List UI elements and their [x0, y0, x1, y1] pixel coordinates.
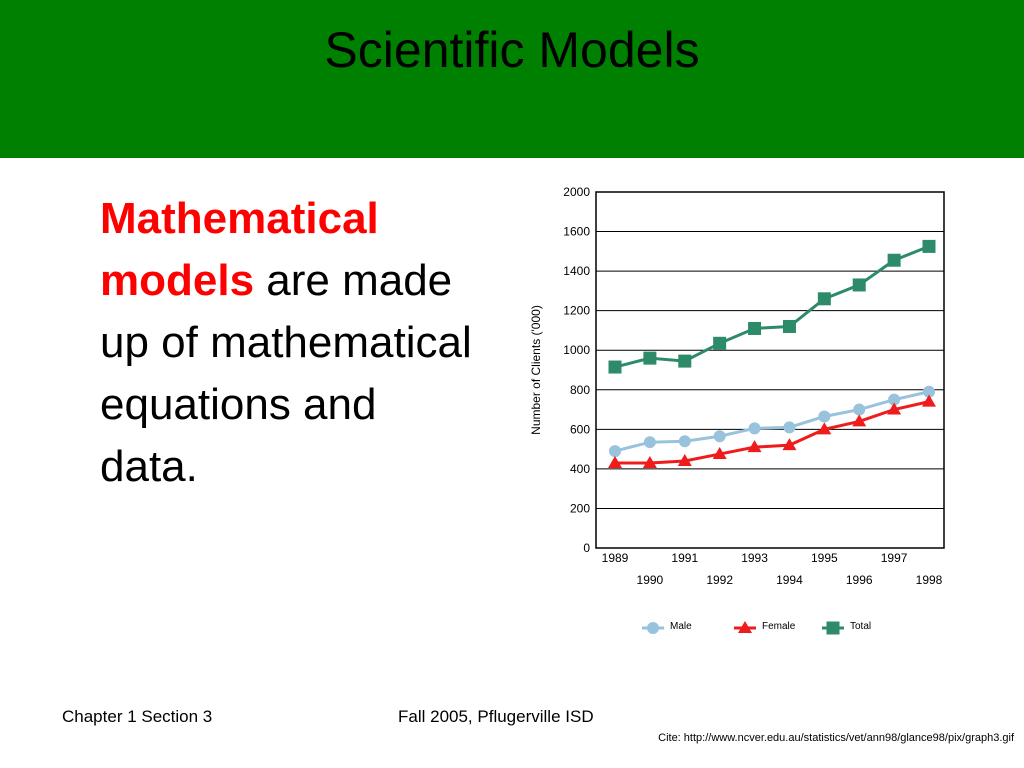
plot-frame	[595, 191, 945, 549]
data-point-total	[887, 253, 901, 267]
data-point-female	[747, 440, 762, 453]
y-axis-label: Number of Clients ('000)	[529, 305, 543, 435]
y-tick-label: 1600	[563, 225, 590, 239]
data-point-male	[643, 436, 656, 449]
series-line-total	[614, 244, 930, 369]
data-point-female	[852, 414, 867, 427]
data-point-male	[818, 410, 831, 423]
legend-label-total: Total	[850, 621, 871, 632]
data-point-total	[922, 239, 936, 253]
y-tick-label: 2000	[563, 185, 590, 199]
x-tick-label: 1998	[916, 573, 943, 587]
data-point-male	[748, 422, 761, 435]
data-point-total	[782, 319, 796, 333]
body-highlight: Mathematical models	[100, 194, 379, 305]
legend-marker-female	[738, 621, 752, 633]
data-point-total	[748, 321, 762, 335]
body-text: Mathematical models are made up of mathe…	[100, 188, 480, 498]
data-point-female	[887, 402, 902, 415]
data-point-male	[783, 421, 796, 434]
clients-line-chart: 0 200 400 600 800 1000 1200 1400 1600 2000 Number …	[529, 185, 945, 635]
data-point-female	[712, 447, 727, 460]
data-point-female	[782, 438, 797, 451]
data-point-male	[713, 430, 726, 443]
data-point-female	[817, 422, 832, 435]
series-line-male	[614, 390, 930, 453]
x-tick-label: 1995	[811, 551, 838, 565]
body-rest: are made up of mathematical equations an…	[100, 256, 472, 491]
footer-center: Fall 2005, Pflugerville ISD	[398, 707, 594, 726]
data-point-female	[677, 453, 692, 466]
y-tick-label: 0	[583, 541, 590, 555]
y-tick-label: 400	[570, 462, 590, 476]
y-tick-label: 1200	[563, 304, 590, 318]
data-point-total	[852, 278, 866, 292]
x-tick-label: 1996	[846, 573, 873, 587]
data-point-female	[922, 394, 936, 407]
legend-label-male: Male	[670, 621, 692, 632]
legend-marker-total	[826, 621, 840, 635]
footer-left: Chapter 1 Section 3	[62, 707, 213, 726]
y-tick-label: 800	[570, 383, 590, 397]
x-tick-label: 1994	[776, 573, 803, 587]
data-point-male	[923, 385, 935, 398]
data-point-female	[642, 455, 657, 468]
data-point-total	[817, 292, 831, 306]
y-tick-label: 1000	[563, 343, 590, 357]
data-point-total	[713, 336, 727, 350]
y-tick-label: 600	[570, 422, 590, 436]
y-tick-label: 200	[570, 501, 590, 515]
data-point-total	[678, 354, 692, 368]
x-tick-label: 1993	[741, 551, 768, 565]
x-tick-label: 1997	[881, 551, 908, 565]
y-tick-label: 1400	[563, 264, 590, 278]
data-point-female	[608, 455, 622, 468]
data-point-male	[678, 435, 691, 448]
legend-marker-male	[647, 622, 659, 634]
data-point-total	[643, 351, 657, 365]
citation: Cite: http://www.ncver.edu.au/statistics…	[658, 732, 1014, 744]
x-tick-label: 1991	[671, 551, 698, 565]
x-tick-label: 1992	[706, 573, 733, 587]
data-point-total	[608, 360, 622, 374]
title-bar	[0, 0, 1024, 158]
slide-title: Scientific Models	[324, 22, 700, 78]
series-line-female	[615, 400, 930, 465]
x-tick-label: 1989	[602, 551, 629, 565]
x-tick-label: 1990	[637, 573, 664, 587]
data-point-male	[888, 393, 901, 406]
data-point-male	[609, 445, 621, 458]
legend-label-female: Female	[762, 621, 796, 632]
data-point-male	[853, 403, 866, 416]
